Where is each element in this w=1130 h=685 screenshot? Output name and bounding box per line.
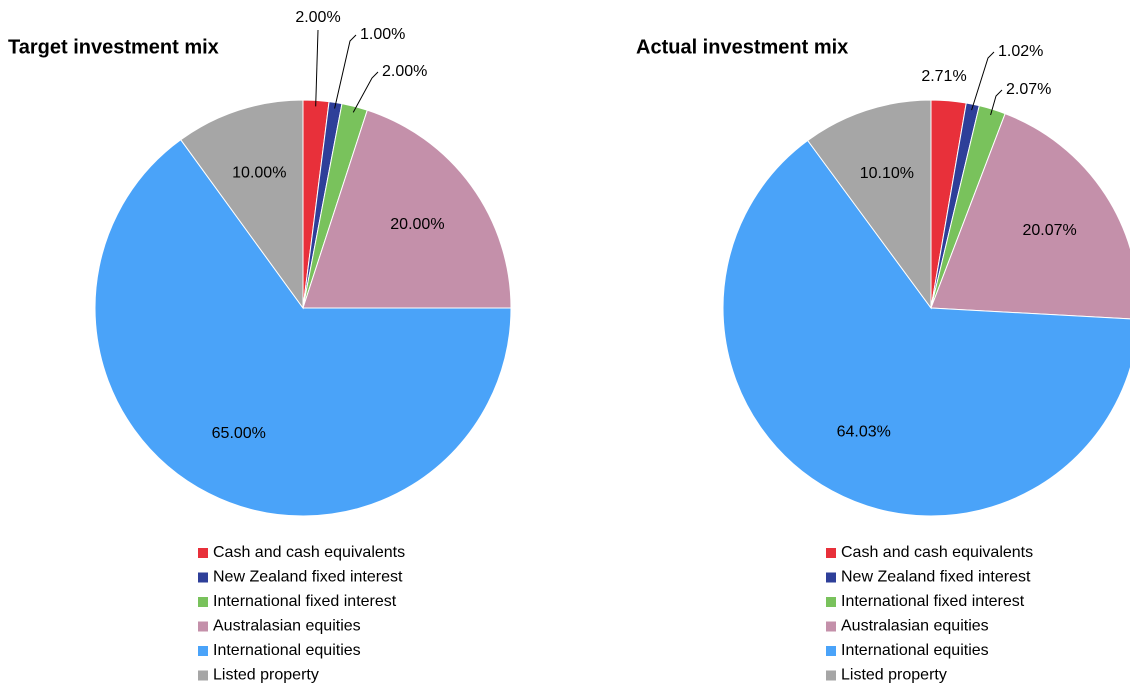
data-label: 1.02% [998,43,1043,60]
legend-label: New Zealand fixed interest [841,569,1031,586]
legend-label: Listed property [213,667,319,684]
legend-label: Listed property [841,667,947,684]
pie-slice [722,139,1130,517]
data-label: 2.71% [921,68,966,85]
data-label: 20.07% [1022,222,1076,239]
pie-slice [806,99,932,310]
legend-swatch [826,670,836,681]
legend-swatch [198,646,208,656]
pie-slice [302,109,512,309]
legend-swatch [826,548,836,558]
data-label: 65.00% [212,425,266,442]
data-label: 1.00% [360,26,405,43]
legend-label: International fixed interest [213,593,397,610]
chart-title: Target investment mix [8,36,219,58]
legend-label: Australasian equities [841,618,989,635]
data-label: 10.00% [232,165,286,182]
legend-label: Cash and cash equivalents [213,544,405,561]
data-label: 20.00% [390,216,444,233]
data-label: 2.07% [1006,81,1051,98]
data-label: 2.00% [382,63,427,80]
legend-label: International equities [213,642,361,659]
leader-line [315,29,319,107]
chart-title: Actual investment mix [636,36,848,58]
legend-swatch [198,572,208,583]
leader-line [971,51,995,111]
legend-label: Australasian equities [213,618,361,635]
legend-swatch [826,597,836,607]
data-label: 2.00% [295,9,340,26]
legend-swatch [826,646,836,656]
legend-swatch [826,572,836,583]
pie-slice [94,139,512,517]
legend-swatch [198,621,208,632]
legend-label: New Zealand fixed interest [213,569,403,586]
leader-line [334,34,357,109]
legend-swatch [826,621,836,632]
legend-swatch [198,670,208,681]
legend-label: Cash and cash equivalents [841,544,1033,561]
legend-label: International fixed interest [841,593,1025,610]
pie-slice [930,113,1130,320]
legend-label: International equities [841,642,989,659]
data-label: 10.10% [860,165,914,182]
leader-line [990,89,1003,116]
pie-slice [180,99,304,310]
legend-swatch [198,597,208,607]
leader-line [352,71,379,113]
data-label: 64.03% [837,424,891,441]
legend-swatch [198,548,208,558]
